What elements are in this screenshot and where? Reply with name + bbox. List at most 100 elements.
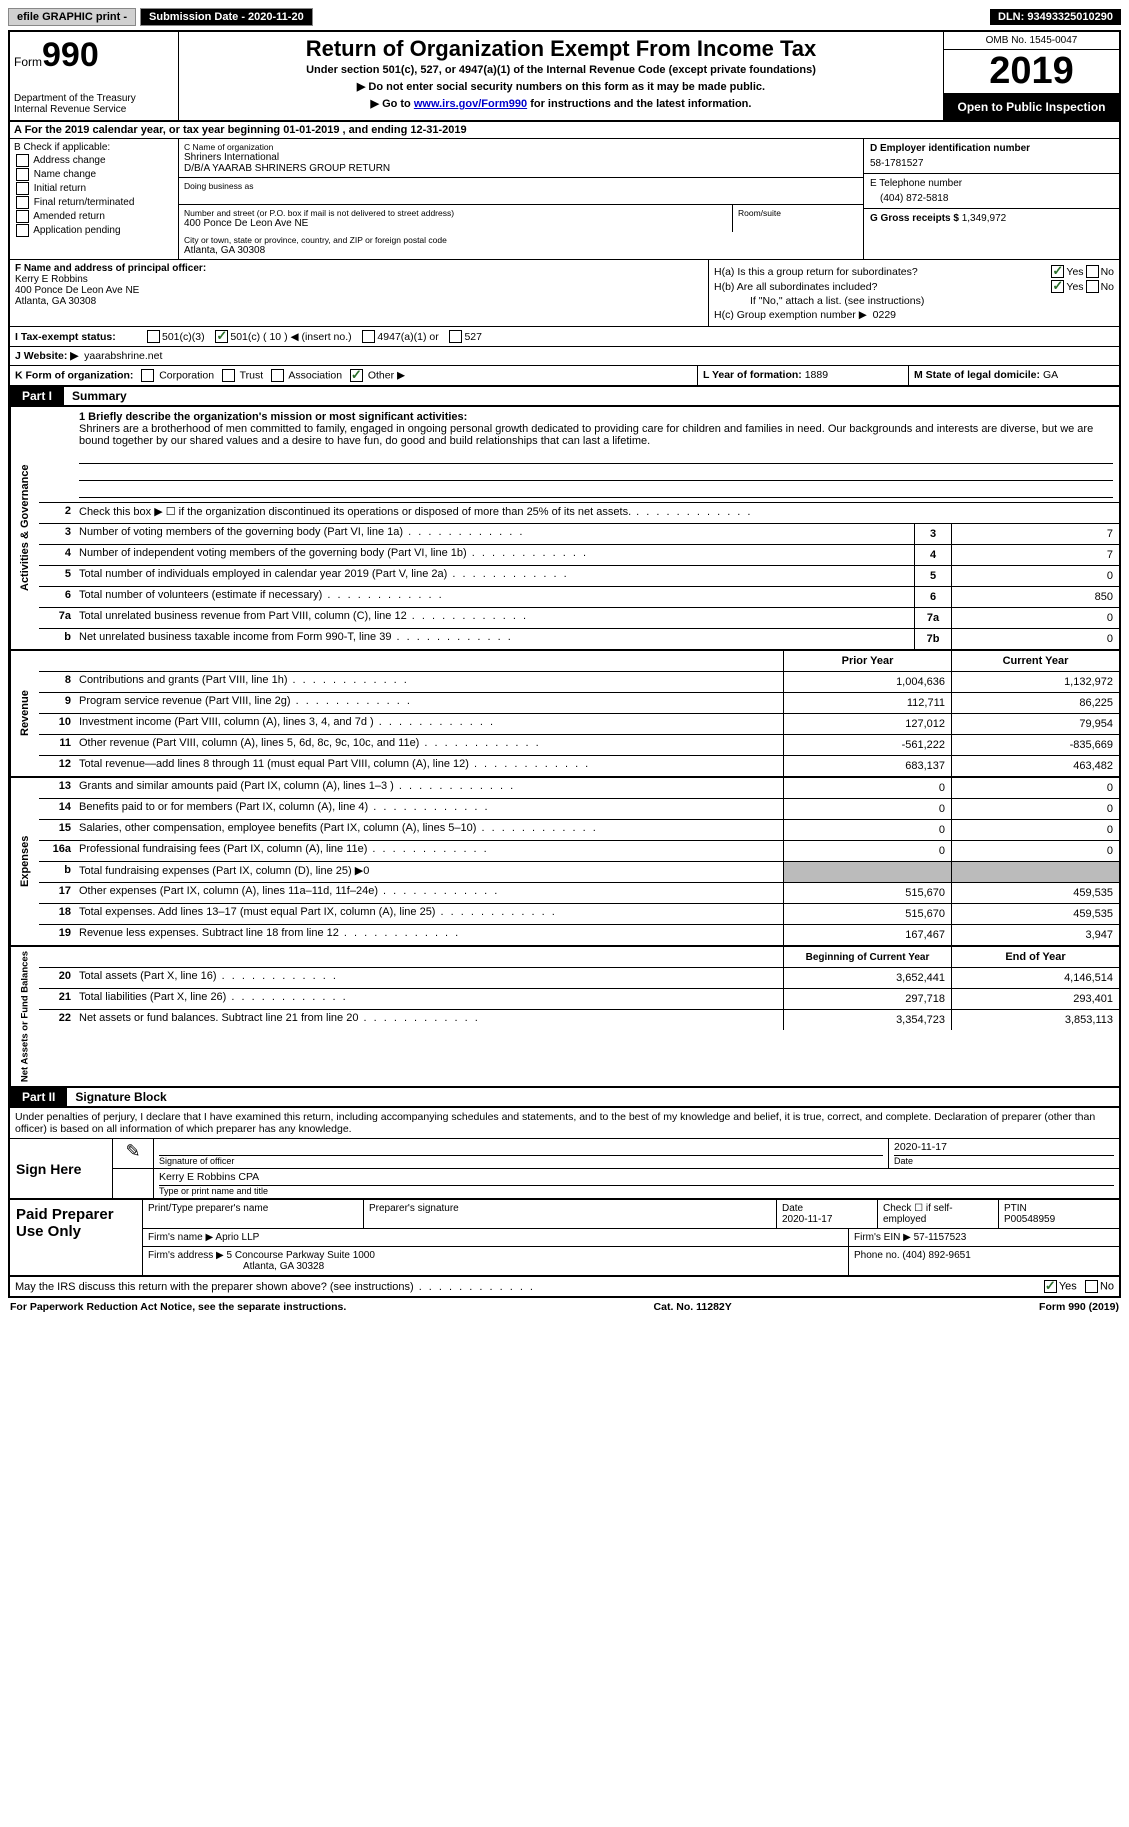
discuss-no[interactable]	[1085, 1280, 1098, 1293]
col-b-title: B Check if applicable:	[14, 142, 174, 153]
table-row: 11Other revenue (Part VIII, column (A), …	[39, 735, 1119, 756]
form-instruction-1: ▶ Do not enter social security numbers o…	[183, 80, 939, 93]
firm-name: Aprio LLP	[215, 1232, 259, 1243]
chk-final-return[interactable]	[16, 196, 29, 209]
header-mid: Return of Organization Exempt From Incom…	[179, 32, 943, 120]
part1-header: Part I Summary	[8, 387, 1121, 407]
row-j-website: J Website: ▶ yaarabshrine.net	[8, 347, 1121, 366]
table-row: bNet unrelated business taxable income f…	[39, 629, 1119, 649]
irs-link[interactable]: www.irs.gov/Form990	[414, 98, 527, 110]
row-a-tax-year: A For the 2019 calendar year, or tax yea…	[8, 122, 1121, 139]
table-row: 14Benefits paid to or for members (Part …	[39, 799, 1119, 820]
sig-date: 2020-11-17	[894, 1141, 1114, 1156]
dept-treasury: Department of the Treasury	[14, 93, 174, 104]
signature-block: Under penalties of perjury, I declare th…	[8, 1108, 1121, 1200]
sign-here-label: Sign Here	[10, 1139, 113, 1198]
chk-4947[interactable]	[362, 330, 375, 343]
prep-title: Paid Preparer Use Only	[10, 1200, 143, 1275]
footer-mid: Cat. No. 11282Y	[654, 1301, 732, 1313]
form-number: 990	[42, 36, 99, 74]
chk-name-change[interactable]	[16, 168, 29, 181]
org-name: Shriners International	[184, 152, 858, 163]
submission-date: Submission Date - 2020-11-20	[140, 8, 313, 26]
mission-block: 1 Briefly describe the organization's mi…	[39, 407, 1119, 503]
gross-value: 1,349,972	[962, 213, 1007, 224]
chk-527[interactable]	[449, 330, 462, 343]
top-bar: efile GRAPHIC print - Submission Date - …	[8, 8, 1121, 26]
table-row: 12Total revenue—add lines 8 through 11 (…	[39, 756, 1119, 776]
paid-preparer: Paid Preparer Use Only Print/Type prepar…	[8, 1200, 1121, 1277]
form-header: Form990 Department of the Treasury Inter…	[8, 30, 1121, 122]
dln: DLN: 93493325010290	[990, 9, 1121, 25]
efile-label: efile GRAPHIC print -	[8, 8, 136, 26]
form-subtitle: Under section 501(c), 527, or 4947(a)(1)…	[183, 64, 939, 76]
table-row: bTotal fundraising expenses (Part IX, co…	[39, 862, 1119, 883]
address-value: 400 Ponce De Leon Ave NE	[184, 218, 727, 229]
current-year-head: Current Year	[951, 651, 1119, 671]
officer-addr1: 400 Ponce De Leon Ave NE	[15, 285, 139, 296]
vlabel-expenses: Expenses	[10, 778, 39, 945]
chk-501c3[interactable]	[147, 330, 160, 343]
table-row: 4Number of independent voting members of…	[39, 545, 1119, 566]
hb-label: H(b) Are all subordinates included?	[714, 281, 1049, 293]
officer-label: F Name and address of principal officer:	[15, 263, 206, 274]
vlabel-revenue: Revenue	[10, 651, 39, 776]
hb-no[interactable]	[1086, 280, 1099, 293]
prep-ptin: P00548959	[1004, 1214, 1055, 1225]
sig-name-label: Type or print name and title	[159, 1186, 1114, 1196]
table-row: 16aProfessional fundraising fees (Part I…	[39, 841, 1119, 862]
room-label: Room/suite	[738, 208, 858, 218]
chk-assoc[interactable]	[271, 369, 284, 382]
table-row: 15Salaries, other compensation, employee…	[39, 820, 1119, 841]
section-revenue: Revenue Prior Year Current Year 8Contrib…	[8, 651, 1121, 778]
chk-initial-return[interactable]	[16, 182, 29, 195]
prep-self-emp: Check ☐ if self-employed	[878, 1200, 999, 1228]
section-governance: Activities & Governance 1 Briefly descri…	[8, 407, 1121, 651]
footer: For Paperwork Reduction Act Notice, see …	[8, 1298, 1121, 1316]
mission-text: Shriners are a brotherhood of men commit…	[79, 423, 1093, 447]
chk-501c[interactable]	[215, 330, 228, 343]
table-row: 21Total liabilities (Part X, line 26)297…	[39, 989, 1119, 1010]
row-i-tax-status: I Tax-exempt status: 501(c)(3) 501(c) ( …	[8, 327, 1121, 347]
begin-year-head: Beginning of Current Year	[783, 947, 951, 967]
discuss-question: May the IRS discuss this return with the…	[15, 1281, 535, 1293]
part1-num: Part I	[10, 387, 64, 405]
hb-yes[interactable]	[1051, 280, 1064, 293]
discuss-yes[interactable]	[1044, 1280, 1057, 1293]
table-row: 5Total number of individuals employed in…	[39, 566, 1119, 587]
dba-label: Doing business as	[184, 181, 858, 191]
prep-name-label: Print/Type preparer's name	[143, 1200, 364, 1228]
table-row: 8Contributions and grants (Part VIII, li…	[39, 672, 1119, 693]
chk-amended[interactable]	[16, 210, 29, 223]
chk-corp[interactable]	[141, 369, 154, 382]
tax-year: 2019	[944, 50, 1119, 94]
c-name-label: C Name of organization	[184, 142, 858, 152]
vlabel-net: Net Assets or Fund Balances	[10, 947, 39, 1086]
chk-address-change[interactable]	[16, 154, 29, 167]
hc-value: 0229	[873, 309, 896, 321]
section-expenses: Expenses 13Grants and similar amounts pa…	[8, 778, 1121, 947]
sig-intro: Under penalties of perjury, I declare th…	[10, 1108, 1119, 1139]
prior-year-head: Prior Year	[783, 651, 951, 671]
form-word: Form	[14, 55, 42, 69]
header-right: OMB No. 1545-0047 2019 Open to Public In…	[943, 32, 1119, 120]
footer-right: Form 990 (2019)	[1039, 1301, 1119, 1313]
ha-yes[interactable]	[1051, 265, 1064, 278]
col-b-checkboxes: B Check if applicable: Address change Na…	[10, 139, 179, 259]
table-row: 20Total assets (Part X, line 16)3,652,44…	[39, 968, 1119, 989]
hc-label: H(c) Group exemption number ▶	[714, 309, 867, 321]
table-row: 19Revenue less expenses. Subtract line 1…	[39, 925, 1119, 945]
table-row: 9Program service revenue (Part VIII, lin…	[39, 693, 1119, 714]
ha-no[interactable]	[1086, 265, 1099, 278]
chk-other[interactable]	[350, 369, 363, 382]
hb-note: If "No," attach a list. (see instruction…	[714, 295, 1114, 307]
table-row: 17Other expenses (Part IX, column (A), l…	[39, 883, 1119, 904]
firm-phone: (404) 892-9651	[902, 1250, 970, 1261]
table-row: 22Net assets or fund balances. Subtract …	[39, 1010, 1119, 1030]
sig-officer-label: Signature of officer	[159, 1156, 883, 1166]
table-row: 2Check this box ▶ ☐ if the organization …	[39, 503, 1119, 524]
chk-trust[interactable]	[222, 369, 235, 382]
chk-app-pending[interactable]	[16, 224, 29, 237]
sig-name: Kerry E Robbins CPA	[159, 1171, 1114, 1186]
officer-addr2: Atlanta, GA 30308	[15, 296, 96, 307]
